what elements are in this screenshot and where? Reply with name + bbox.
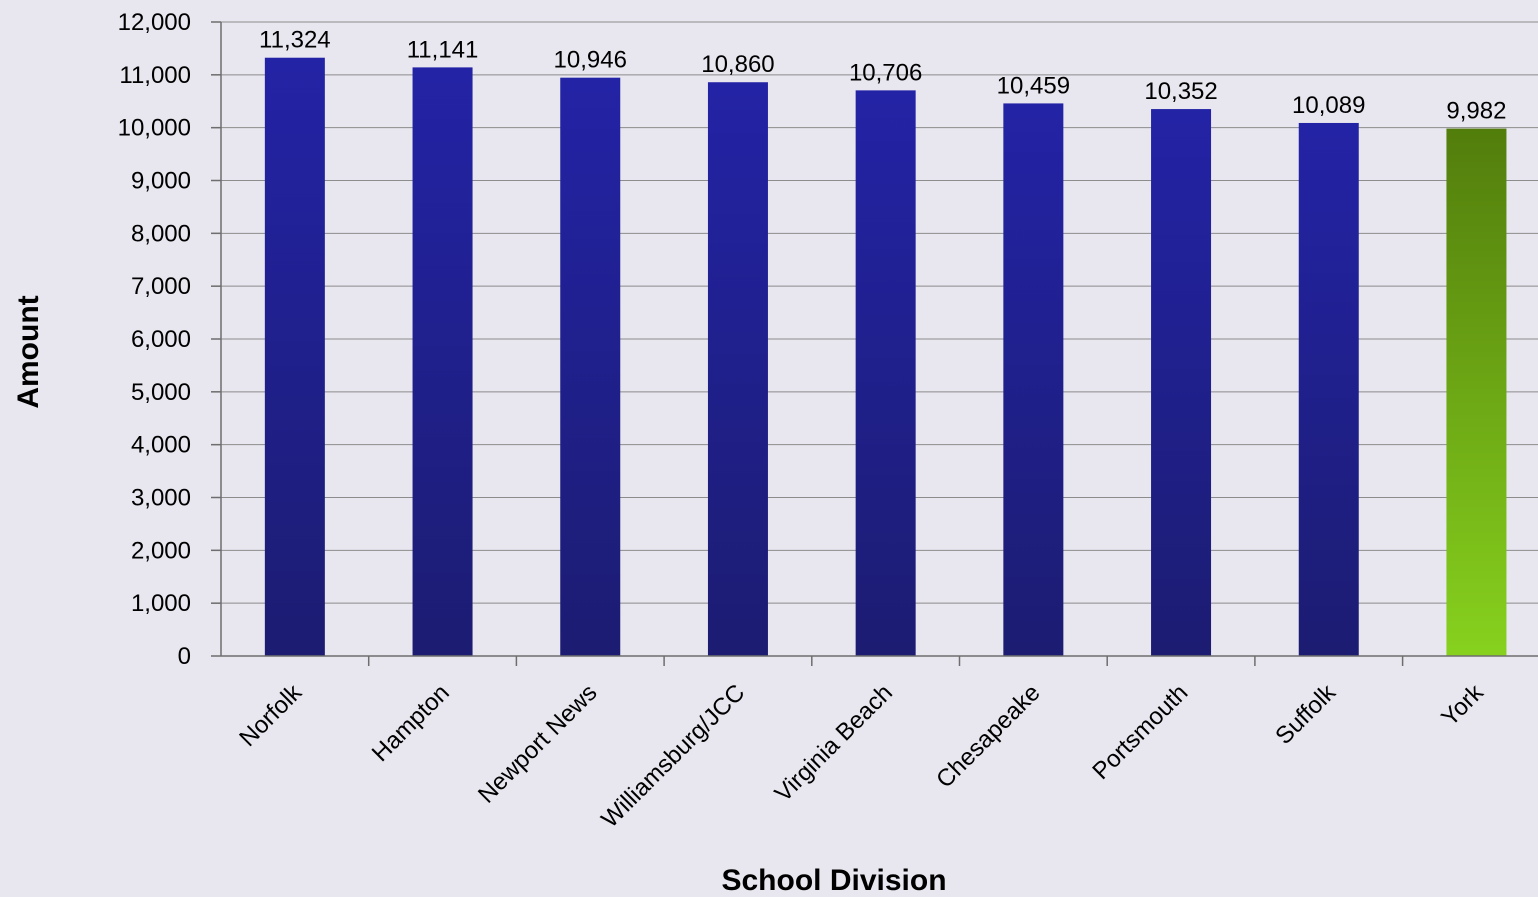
data-label: 10,946 bbox=[554, 47, 627, 74]
bar-suffolk bbox=[1298, 122, 1359, 657]
y-tick-label: 1,000 bbox=[131, 590, 191, 617]
data-labels: 11,324 11,141 10,946 10,860 10,706 10,459 10,3… bbox=[259, 27, 1506, 125]
bar-portsmouth bbox=[1151, 109, 1212, 656]
y-tick-label: 3,000 bbox=[131, 485, 191, 512]
y-tick-label: 10,000 bbox=[118, 115, 191, 142]
x-tick-label: Suffolk bbox=[1270, 678, 1341, 749]
y-tick-label: 7,000 bbox=[131, 273, 191, 300]
x-tick-label: York bbox=[1436, 678, 1489, 731]
data-label: 10,860 bbox=[701, 51, 774, 78]
y-tick-label: 8,000 bbox=[131, 220, 191, 247]
bars bbox=[264, 57, 1507, 657]
bar-williamsburg-jcc bbox=[707, 82, 768, 657]
x-tick-label: Hampton bbox=[367, 679, 455, 767]
data-label: 9,982 bbox=[1446, 98, 1506, 125]
x-tick-label: Newport News bbox=[473, 679, 602, 808]
x-tick-label: Virginia Beach bbox=[770, 679, 898, 807]
bar-newport-news bbox=[560, 77, 621, 656]
x-tick-label: Chesapeake bbox=[931, 679, 1045, 793]
bar-york bbox=[1446, 128, 1507, 656]
bar-norfolk bbox=[264, 57, 325, 656]
y-tick-label: 12,000 bbox=[118, 9, 191, 36]
x-tick-label: Portsmouth bbox=[1087, 679, 1193, 785]
data-label: 10,706 bbox=[849, 59, 922, 86]
data-label: 11,324 bbox=[259, 27, 331, 54]
bar-hampton bbox=[412, 67, 473, 656]
x-tick-label: Williamsburg/JCC bbox=[596, 679, 750, 833]
y-tick-label: 11,000 bbox=[119, 62, 191, 89]
data-label: 11,141 bbox=[407, 36, 479, 63]
y-tick-label: 0 bbox=[178, 643, 191, 670]
y-axis-title: Amount bbox=[12, 295, 45, 408]
y-axis-ticks: 0 1,000 2,000 3,000 4,000 5,000 6,000 7,000 8,00… bbox=[118, 9, 221, 670]
y-tick-label: 5,000 bbox=[131, 379, 191, 406]
bar-virginia-beach bbox=[855, 90, 916, 656]
bar-chesapeake bbox=[1003, 103, 1064, 657]
data-label: 10,352 bbox=[1144, 78, 1217, 105]
x-axis-title: School Division bbox=[721, 864, 946, 897]
y-tick-label: 4,000 bbox=[131, 432, 191, 459]
y-tick-label: 9,000 bbox=[131, 168, 191, 195]
x-tick-label: Norfolk bbox=[234, 678, 308, 752]
data-label: 10,089 bbox=[1292, 92, 1365, 119]
y-tick-label: 6,000 bbox=[131, 326, 191, 353]
y-tick-label: 2,000 bbox=[131, 537, 191, 564]
data-label: 10,459 bbox=[997, 72, 1070, 99]
